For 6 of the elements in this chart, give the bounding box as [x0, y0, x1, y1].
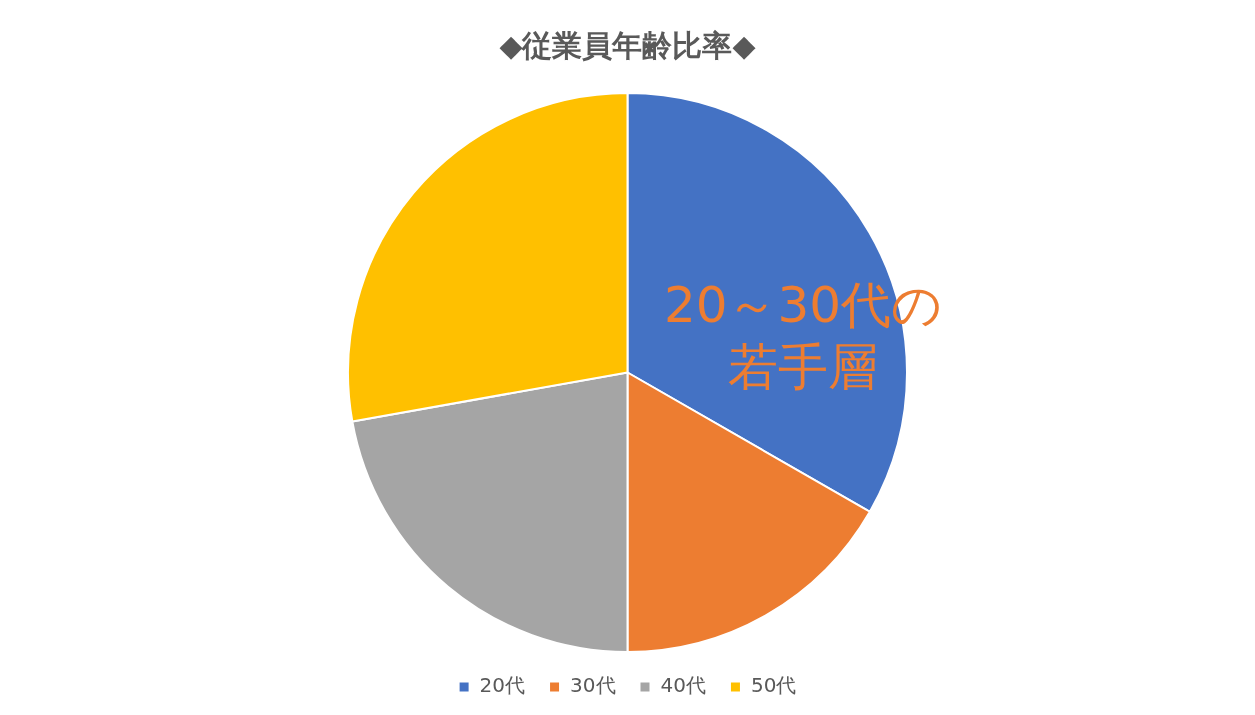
chart-title: ◆従業員年齢比率◆: [499, 27, 756, 63]
legend-label: 20代: [479, 673, 526, 698]
legend-label: 40代: [660, 673, 706, 698]
legend-label: 50代: [750, 673, 797, 698]
legend-label: 30代: [570, 673, 616, 698]
text: 若手層: [727, 337, 879, 398]
